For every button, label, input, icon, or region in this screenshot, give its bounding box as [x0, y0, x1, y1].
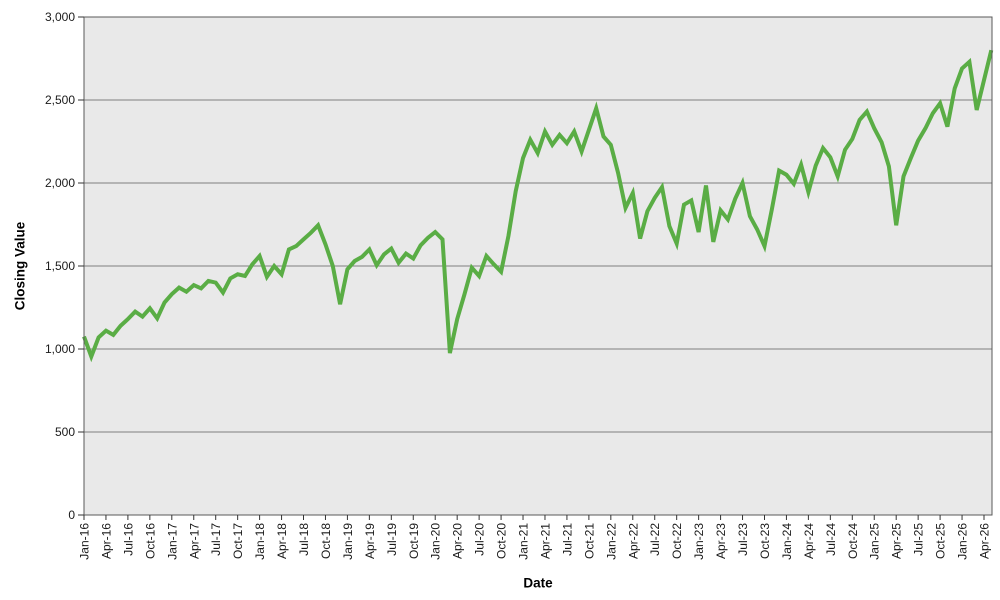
x-tick-label: Apr-21: [538, 523, 552, 559]
x-tick-label: Oct-19: [407, 523, 421, 559]
x-axis-title: Date: [523, 575, 553, 591]
y-axis: 0 500 1,000 1,500 2,000 2,500 3,000: [45, 10, 84, 522]
x-tick-label: Apr-23: [714, 523, 728, 559]
y-tick-label: 0: [68, 508, 75, 522]
y-axis-title: Closing Value: [12, 221, 28, 311]
x-tick-label: Oct-22: [670, 523, 684, 559]
x-tick-label: Jul-19: [385, 523, 399, 556]
x-tick-label: Jan-17: [165, 523, 179, 560]
x-tick-label: Oct-20: [495, 523, 509, 559]
x-tick-label: Apr-19: [363, 523, 377, 559]
x-tick-label: Jan-23: [692, 523, 706, 560]
x-tick-label: Jul-16: [121, 523, 135, 556]
y-tick-label: 1,500: [45, 259, 75, 273]
x-tick-label: Apr-25: [890, 523, 904, 559]
x-tick-label: Jan-16: [78, 523, 92, 560]
x-tick-label: Apr-26: [978, 523, 992, 559]
x-tick-label: Jan-26: [956, 523, 970, 560]
x-tick-label: Jan-20: [429, 523, 443, 560]
x-tick-label: Oct-25: [934, 523, 948, 559]
x-tick-label: Jan-25: [868, 523, 882, 560]
x-tick-label: Apr-22: [626, 523, 640, 559]
x-tick-label: Jan-22: [604, 523, 618, 560]
x-tick-label: Apr-17: [187, 523, 201, 559]
y-tick-label: 2,000: [45, 176, 75, 190]
x-tick-label: Jul-17: [209, 523, 223, 556]
x-tick-label: Jan-19: [341, 523, 355, 560]
x-tick-label: Jul-22: [648, 523, 662, 556]
x-tick-label: Oct-17: [231, 523, 245, 559]
x-tick-label: Jul-20: [473, 523, 487, 556]
x-tick-label: Oct-23: [758, 523, 772, 559]
x-tick-label: Oct-21: [582, 523, 596, 559]
x-tick-label: Apr-18: [275, 523, 289, 559]
x-tick-label: Jul-25: [912, 523, 926, 556]
x-tick-label: Oct-16: [143, 523, 157, 559]
y-tick-label: 3,000: [45, 10, 75, 24]
y-tick-label: 2,500: [45, 93, 75, 107]
x-tick-label: Apr-24: [802, 523, 816, 559]
x-tick-label: Jul-24: [824, 523, 838, 556]
x-axis: Jan-16 Apr-16 Jul-16 Oct-16 Jan-17 Apr-17 Jul-…: [78, 515, 992, 560]
x-tick-label: Jul-21: [560, 523, 574, 556]
series-line-closing-value: [82, 49, 994, 363]
y-tick-label: 1,000: [45, 342, 75, 356]
x-tick-label: Oct-24: [846, 523, 860, 559]
x-tick-label: Apr-20: [451, 523, 465, 559]
x-tick-label: Oct-18: [319, 523, 333, 559]
x-tick-label: Apr-16: [99, 523, 113, 559]
y-tick-label: 500: [55, 425, 75, 439]
x-tick-label: Jul-23: [736, 523, 750, 556]
x-tick-label: Jul-18: [297, 523, 311, 556]
x-tick-label: Jan-21: [517, 523, 531, 560]
x-tick-label: Jan-18: [253, 523, 267, 560]
x-tick-label: Jan-24: [780, 523, 794, 560]
